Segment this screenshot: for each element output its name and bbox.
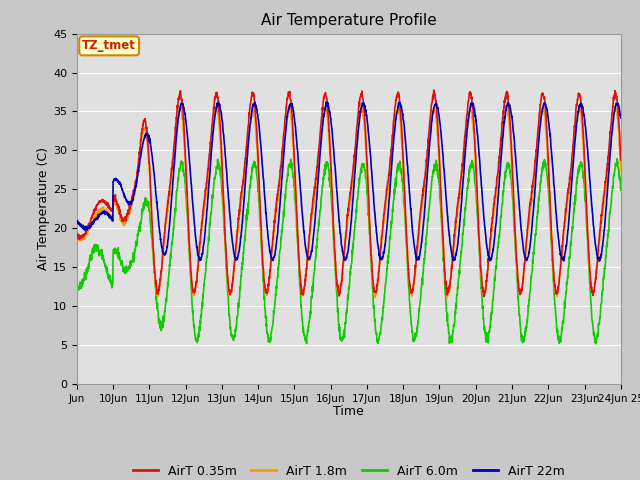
Legend: AirT 0.35m, AirT 1.8m, AirT 6.0m, AirT 22m: AirT 0.35m, AirT 1.8m, AirT 6.0m, AirT 2… bbox=[127, 460, 570, 480]
Text: TZ_tmet: TZ_tmet bbox=[82, 39, 136, 52]
Y-axis label: Air Temperature (C): Air Temperature (C) bbox=[37, 147, 50, 270]
Title: Air Temperature Profile: Air Temperature Profile bbox=[261, 13, 436, 28]
X-axis label: Time: Time bbox=[333, 405, 364, 418]
